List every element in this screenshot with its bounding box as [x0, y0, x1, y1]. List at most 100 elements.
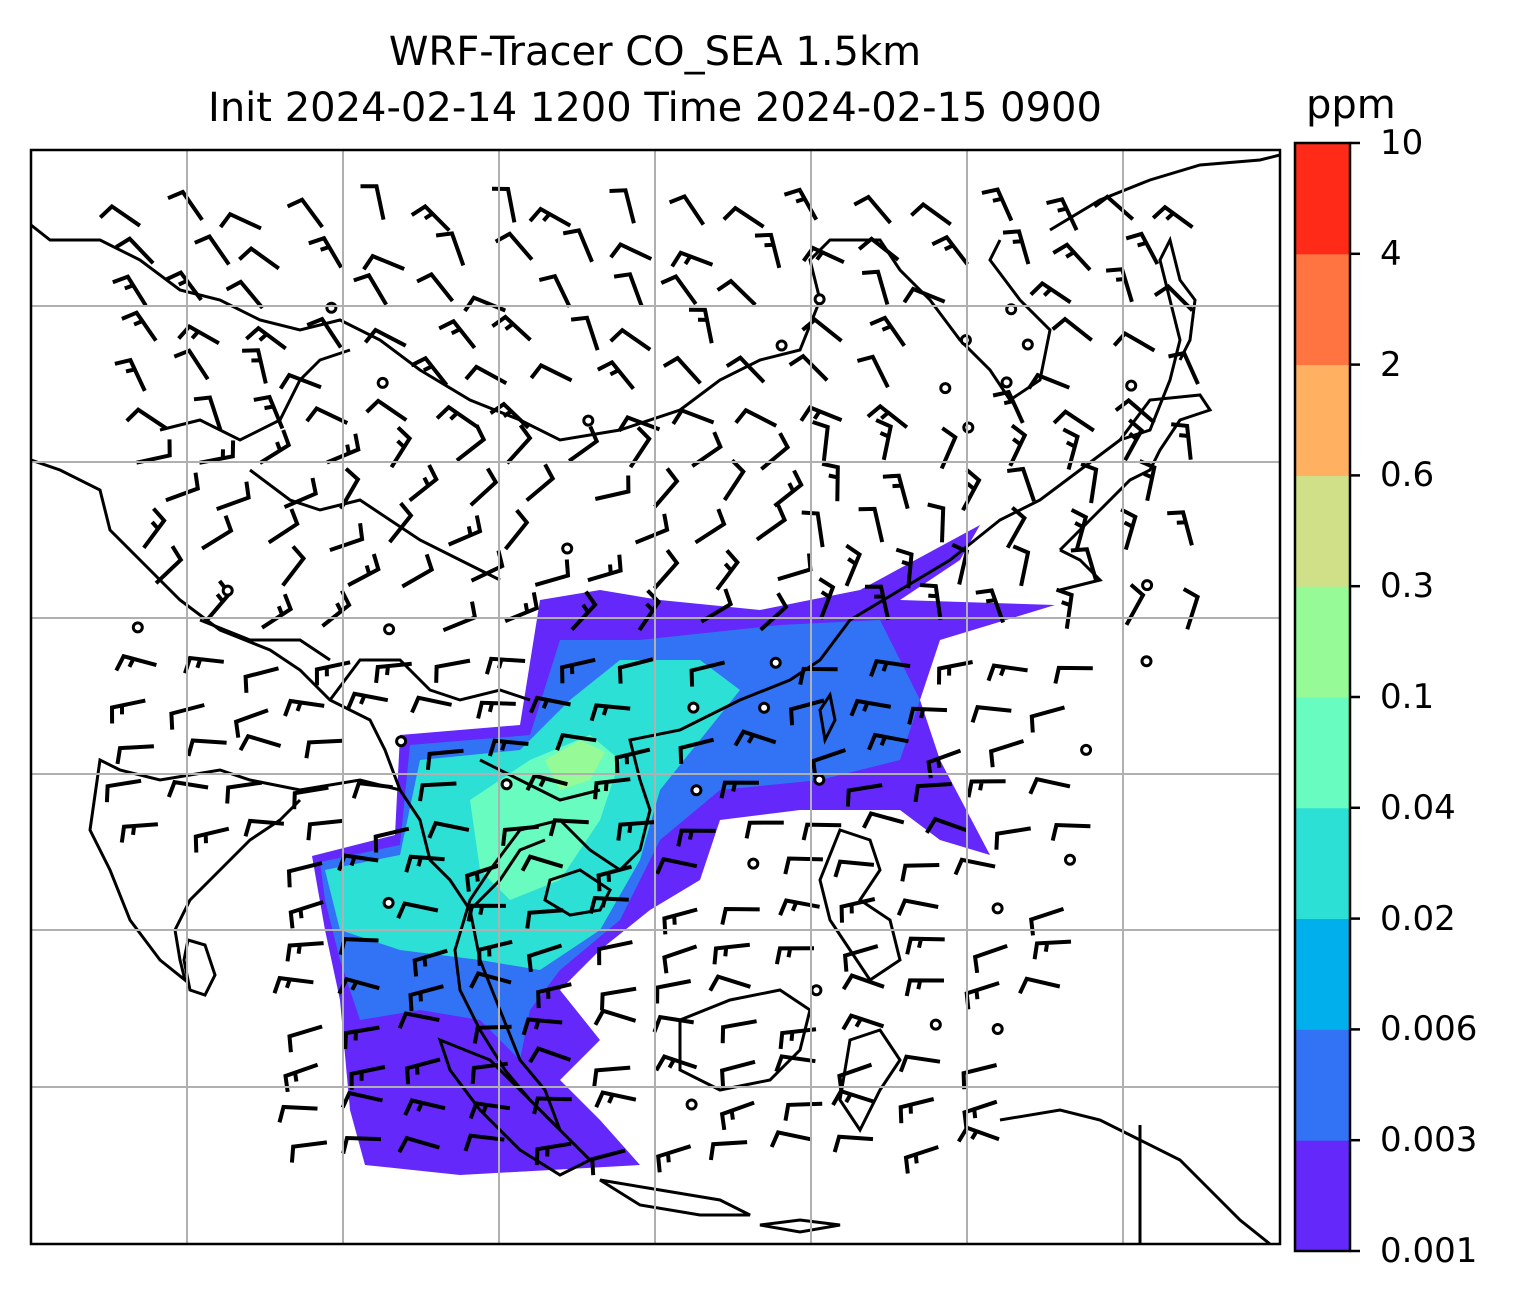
wind-barb: [961, 468, 982, 512]
wind-barb: [1006, 466, 1036, 502]
wind-barb: [1080, 462, 1099, 504]
wind-barb: [662, 355, 702, 385]
wind-barb: [494, 231, 534, 261]
wind-barb: [931, 234, 969, 266]
wind-barb: [719, 780, 759, 799]
wind-barb: [466, 903, 506, 922]
map-gridlines: [31, 150, 1280, 1244]
colorbar-segment: [1295, 364, 1350, 476]
wind-barb: [678, 737, 715, 764]
coastline-borneo: [678, 988, 812, 1092]
wind-barb: [410, 355, 449, 387]
wind-barb: [628, 426, 652, 469]
wind-barb: [818, 577, 836, 620]
wind-barb: [655, 856, 698, 875]
wind-barb: [811, 748, 847, 778]
wind-barb: [177, 323, 220, 345]
wind-barb: [408, 464, 439, 502]
wind-barb: [755, 504, 788, 542]
wind-barb: [434, 658, 471, 683]
colorbar-segment: [1295, 1029, 1350, 1141]
wind-barb: [112, 274, 148, 307]
wind-barb: [186, 738, 227, 757]
wind-barb: [869, 315, 906, 347]
wind-barb: [895, 547, 914, 589]
wind-barb: [277, 1104, 318, 1123]
wind-barb: [326, 433, 361, 465]
colorbar-unit: ppm: [1306, 82, 1396, 128]
wind-barb: [243, 666, 280, 693]
wind-barb: [1029, 906, 1065, 936]
wind-barb: [926, 748, 962, 779]
wind-barb: [900, 863, 940, 882]
wind-barb: [1053, 665, 1093, 684]
wind-barb: [360, 184, 386, 221]
colorbar-segment: [1295, 143, 1350, 255]
wind-barb: [504, 592, 539, 623]
calm-marker: [687, 701, 700, 714]
wind-barb: [285, 941, 324, 962]
wind-barb: [720, 1019, 757, 1044]
wind-barb: [1153, 283, 1194, 312]
wind-barb: [896, 898, 939, 916]
wind-barb: [167, 189, 204, 222]
colorbar-tick-label: 2: [1380, 344, 1402, 385]
wind-barb: [154, 545, 184, 585]
wind-barb: [655, 979, 692, 1004]
wind-barb: [866, 403, 909, 429]
colorbar-tick-label: 0.001: [1380, 1231, 1478, 1271]
calm-marker: [769, 656, 782, 669]
wind-barb: [548, 818, 589, 837]
wind-barb: [521, 1017, 563, 1036]
wind-barb: [1062, 427, 1080, 471]
calm-marker: [758, 701, 771, 714]
wind-barb: [292, 785, 329, 810]
wind-barb: [844, 543, 862, 587]
wind-barb: [1123, 418, 1145, 462]
calm-marker: [1000, 376, 1013, 389]
wind-barb: [362, 253, 405, 271]
calm-marker: [810, 984, 823, 997]
wind-barb: [1032, 939, 1072, 960]
wind-barb: [927, 502, 946, 543]
wind-barb: [1120, 507, 1138, 551]
wind-barb: [363, 327, 407, 348]
calm-marker: [582, 414, 595, 427]
wind-barb: [593, 777, 631, 800]
wind-barb: [555, 732, 597, 751]
calm-marker: [813, 773, 826, 786]
wind-barb: [242, 348, 268, 384]
wind-barb: [501, 824, 539, 847]
colorbar-tick-label: 0.006: [1380, 1009, 1478, 1050]
coastline-sri-lanka: [182, 938, 217, 997]
wind-barb: [396, 901, 439, 919]
colorbar-tick-label: 0.1: [1380, 677, 1435, 717]
calm-wind-markers: [131, 293, 1154, 1111]
calm-marker: [685, 1098, 698, 1111]
wind-barb: [849, 698, 892, 717]
wind-barb: [397, 1135, 440, 1154]
wind-barb: [593, 1008, 637, 1026]
wind-barb: [528, 1046, 572, 1064]
wind-barb: [245, 325, 287, 351]
calm-marker: [939, 382, 952, 395]
wind-barb: [401, 553, 435, 589]
wind-barb: [913, 782, 952, 803]
wind-barb: [525, 908, 564, 929]
wind-barb: [463, 1133, 505, 1152]
wind-barb: [594, 1090, 637, 1109]
wind-barb: [115, 236, 155, 265]
wind-barb: [613, 272, 644, 307]
wind-barb: [1005, 506, 1027, 549]
wind-barb: [261, 593, 294, 630]
wind-barb: [744, 820, 784, 839]
wind-barb: [734, 407, 778, 428]
calm-marker: [561, 542, 574, 555]
wind-barb: [821, 461, 840, 502]
wind-barb: [136, 439, 172, 465]
wind-barb: [304, 738, 343, 759]
wind-barb: [225, 780, 263, 804]
calm-marker: [959, 334, 972, 347]
wind-barb: [833, 859, 875, 878]
calm-marker: [1064, 853, 1076, 866]
